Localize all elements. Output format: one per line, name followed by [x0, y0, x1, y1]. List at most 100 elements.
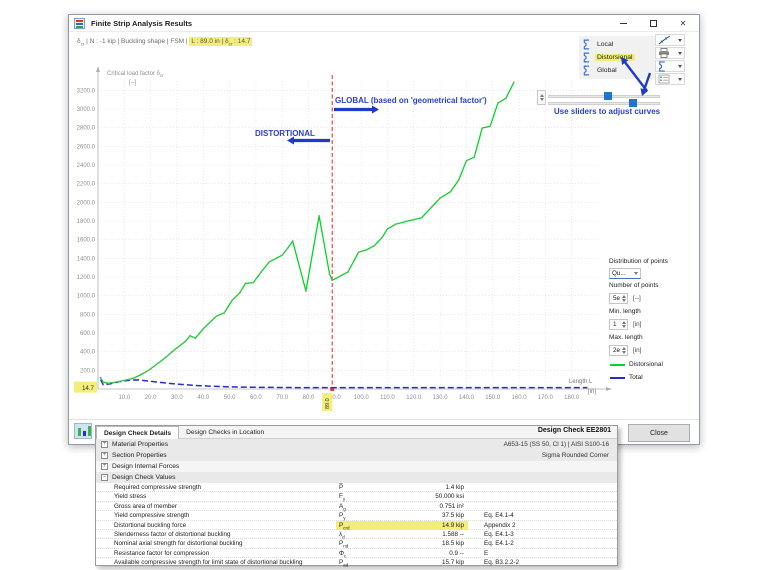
row-description: Available compressive strength for limit…: [114, 559, 303, 567]
row-value: 14.9 kip: [441, 521, 464, 529]
table-row[interactable]: Resistance factor for compression Φc 0.9 -…: [96, 549, 617, 559]
table-row[interactable]: Gross area of member Ag 0.751 in²: [96, 502, 617, 512]
print-button[interactable]: [655, 47, 685, 59]
row-description: Distortional buckling force: [114, 521, 187, 529]
table-row[interactable]: Nominal axial strength for distortional …: [96, 539, 617, 549]
legend-label: Total: [629, 374, 643, 381]
row-symbol: Pad: [339, 559, 349, 568]
distribution-label: Distribution of points: [609, 258, 668, 265]
tree-toggle-icon[interactable]: +: [101, 463, 108, 470]
row-reference: Eq. E4.1-3: [484, 531, 514, 538]
table-row[interactable]: Slenderness factor of distortional buckl…: [96, 530, 617, 540]
row-value: 18.5 kip: [441, 540, 464, 548]
curve-options-button[interactable]: [655, 34, 685, 46]
svg-text:1000.0: 1000.0: [77, 294, 96, 300]
tab-design-checks-in-location[interactable]: Design Checks in Location: [186, 429, 265, 436]
svg-text:30.0: 30.0: [171, 395, 183, 401]
svg-text:3000.0: 3000.0: [77, 107, 96, 113]
maximize-button[interactable]: [641, 15, 665, 31]
printer-icon: [659, 48, 669, 58]
slider-handle-1[interactable]: [604, 92, 612, 100]
svg-text:2800.0: 2800.0: [77, 126, 96, 132]
table-group-row[interactable]: + Section Properties Sigma Rounded Corner: [96, 450, 617, 461]
dropdown-caret-icon: [678, 51, 682, 55]
svg-text:2000.0: 2000.0: [77, 200, 96, 206]
mode-item-local[interactable]: Local: [579, 38, 655, 51]
row-value: 1.588 --: [442, 531, 464, 538]
max-unit: [in]: [633, 347, 642, 354]
section-shape-button[interactable]: [655, 60, 685, 72]
legend-label: Distorsional: [629, 361, 663, 368]
mode-item-global[interactable]: Global: [579, 64, 655, 77]
title-bar[interactable]: Finite Strip Analysis Results ✕: [69, 15, 699, 32]
tree-toggle-icon[interactable]: +: [101, 452, 108, 459]
svg-text:140.0: 140.0: [459, 395, 475, 401]
row-description: Slenderness factor of distortional buckl…: [114, 531, 231, 538]
sigma-section-icon: [583, 39, 590, 50]
table-row[interactable]: Yield stress Fy 50.000 ksi: [96, 492, 617, 502]
max-length-input[interactable]: 2e: [609, 345, 628, 356]
table-group-row[interactable]: + Design Internal Forces: [96, 461, 617, 472]
tab-design-check-details[interactable]: Design Check Details: [96, 426, 180, 439]
y-axis-title: Critical load factor δcr: [107, 71, 164, 79]
x-axis-title: Length L: [569, 379, 593, 385]
svg-text:1400.0: 1400.0: [77, 256, 96, 262]
sigma-section-icon: [583, 65, 590, 76]
group-label: Material Properties: [112, 441, 169, 448]
svg-text:180.0: 180.0: [564, 395, 580, 401]
row-value: 15.7 kip: [441, 559, 464, 567]
svg-text:14.7: 14.7: [82, 385, 95, 392]
table-row[interactable]: Yield compressive strength Py 37.5 kip Eq. …: [96, 511, 617, 521]
result-delta: δ: [77, 38, 81, 45]
row-symbol: Py: [339, 512, 346, 521]
table-group-row[interactable]: + Material Properties A653-15 (SS 50, Cl 1…: [96, 439, 617, 450]
minimize-button[interactable]: [611, 15, 635, 31]
table-row[interactable]: Distortional buckling force Pcrd 14.9 kip A…: [96, 520, 617, 530]
curve-icon: [658, 35, 671, 45]
group-label: Design Check Values: [112, 474, 176, 481]
close-button[interactable]: Close: [628, 424, 690, 442]
row-reference: Eq. E4.1-4: [484, 512, 514, 520]
number-of-points-label: Number of points: [609, 282, 659, 289]
distortional-curve-slider-track[interactable]: [548, 102, 660, 105]
sigma-section-icon: [659, 60, 665, 72]
row-value: 0.751 in²: [439, 502, 464, 510]
mode-item-distorsional[interactable]: Distorsional: [579, 51, 655, 64]
row-description: Required compressive strength: [114, 484, 202, 491]
table-row[interactable]: Available compressive strength for limit…: [96, 558, 617, 568]
svg-text:10.0: 10.0: [118, 395, 130, 401]
tree-toggle-icon[interactable]: +: [101, 441, 108, 448]
fsm-chart: 200.0400.0600.0800.01000.01200.01400.016…: [74, 57, 652, 411]
table-row[interactable]: Required compressive strength P̅ 1.4 kip: [96, 483, 617, 493]
svg-text:70.0: 70.0: [276, 395, 288, 401]
number-of-points-input[interactable]: 5e: [609, 293, 628, 304]
close-window-button[interactable]: ✕: [679, 18, 687, 28]
svg-text:2600.0: 2600.0: [77, 144, 96, 150]
min-length-input[interactable]: 1: [609, 319, 628, 330]
chart-grid: [98, 81, 598, 389]
min-length-label: Min. length: [609, 308, 641, 315]
svg-text:100.0: 100.0: [354, 395, 370, 401]
max-length-label: Max. length: [609, 334, 643, 341]
svg-text:60.0: 60.0: [250, 395, 262, 401]
svg-text:80.0: 80.0: [303, 395, 315, 401]
slider-spinner[interactable]: [537, 90, 546, 105]
dropdown-caret-icon: [678, 64, 682, 68]
tree-toggle-icon[interactable]: −: [101, 474, 108, 481]
min-unit: [in]: [633, 321, 642, 328]
slider-handle-2[interactable]: [629, 99, 637, 107]
distribution-select[interactable]: Qu...: [609, 268, 641, 279]
mode-item-label: Local: [597, 41, 614, 48]
row-reference: E: [484, 549, 489, 557]
chart-thumbnail[interactable]: [74, 423, 92, 439]
svg-text:3200.0: 3200.0: [77, 88, 96, 94]
svg-text:130.0: 130.0: [433, 395, 449, 401]
row-value: 1.4 kip: [445, 484, 464, 491]
chart-tick-labels: 200.0 400.0 600.0 800.0 1000.0 1200.0 1400.0 16…: [77, 88, 580, 401]
legend-item-distorsional: Distorsional: [610, 361, 663, 368]
svg-text:800.0: 800.0: [80, 312, 96, 318]
table-group-row[interactable]: − Design Check Values: [96, 472, 617, 483]
row-highlight: [336, 520, 468, 530]
result-points-button[interactable]: [655, 73, 685, 85]
